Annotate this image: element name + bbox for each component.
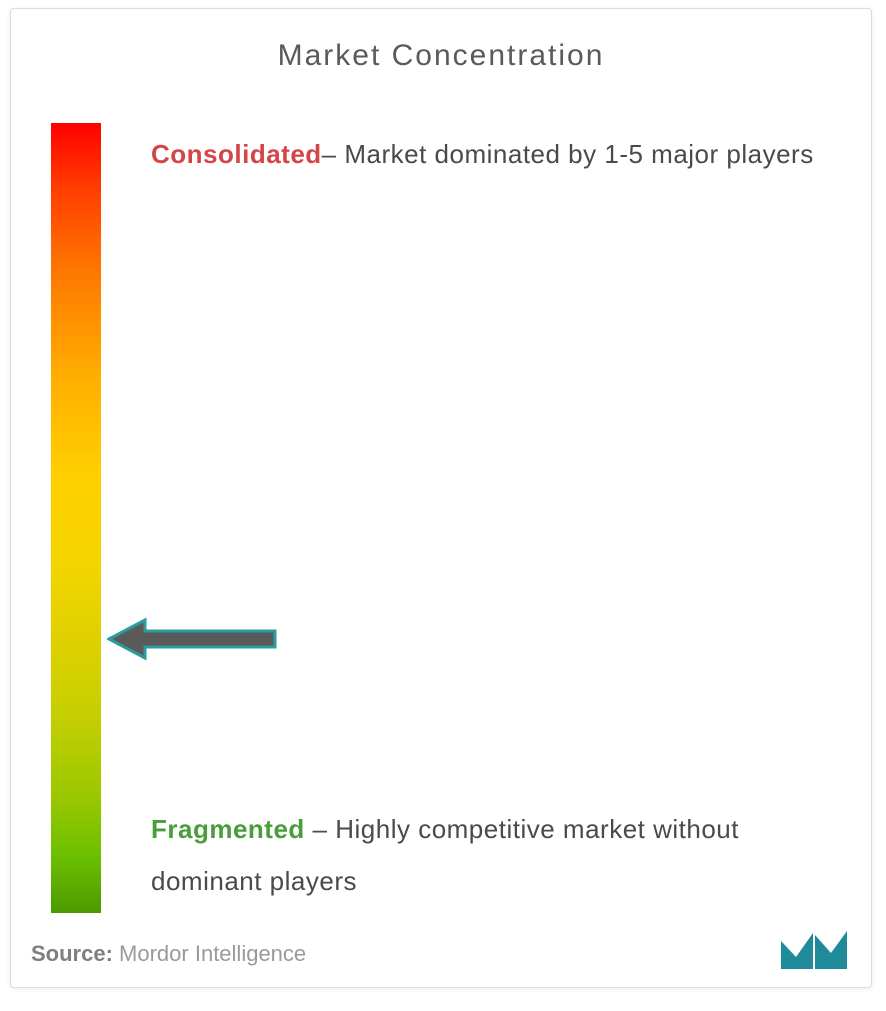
- source-attribution: Source: Mordor Intelligence: [31, 941, 306, 967]
- consolidated-term: Consolidated: [151, 139, 322, 169]
- concentration-gradient-bar: [51, 123, 101, 913]
- infographic-card: Market Concentration Consolidated– Marke…: [10, 8, 872, 988]
- mordor-logo-icon: [779, 923, 849, 973]
- arrow-left-icon: [107, 616, 277, 662]
- chart-title: Market Concentration: [11, 39, 871, 73]
- fragmented-term: Fragmented: [151, 814, 305, 844]
- fragmented-label-block: Fragmented – Highly competitive market w…: [151, 803, 821, 907]
- brand-logo: [779, 923, 849, 973]
- consolidated-description: – Market dominated by 1-5 major players: [322, 139, 814, 169]
- source-label: Source:: [31, 941, 113, 966]
- source-value: Mordor Intelligence: [119, 941, 306, 966]
- content-area: Consolidated– Market dominated by 1-5 ma…: [51, 123, 831, 913]
- consolidated-label-block: Consolidated– Market dominated by 1-5 ma…: [151, 128, 821, 180]
- indicator-arrow: [107, 616, 277, 662]
